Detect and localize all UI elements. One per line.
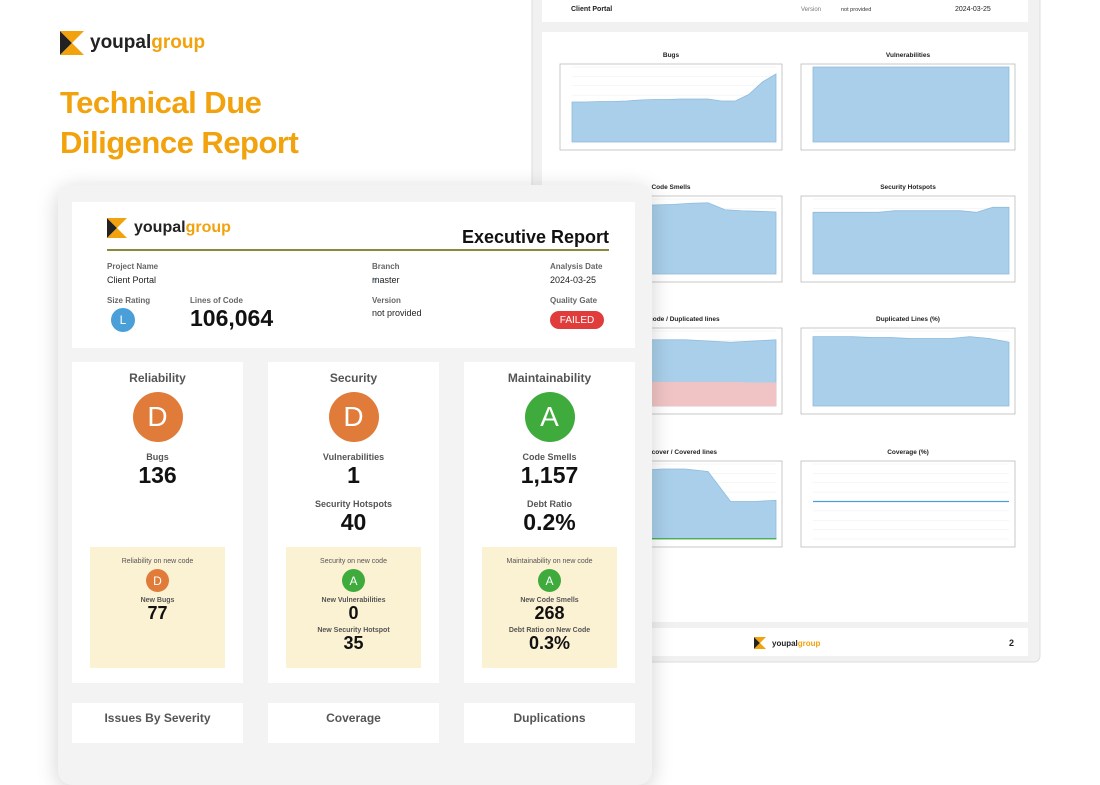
field-label: Quality Gate xyxy=(550,296,598,305)
card-title: Security xyxy=(329,371,378,385)
brand-logo: youpal group xyxy=(60,31,205,55)
metric-label: Code Smells xyxy=(522,452,577,462)
field-label: Size Rating xyxy=(107,296,151,305)
lower-card-title: Duplications xyxy=(513,711,586,725)
logo-icon xyxy=(107,218,127,238)
chart-title: Security Hotspots xyxy=(880,184,936,191)
page-number: 2 xyxy=(1009,638,1014,648)
metric-value: 136 xyxy=(138,462,177,488)
back-version-label: Version xyxy=(801,7,821,13)
chart-area xyxy=(571,73,777,143)
brand-part2: group xyxy=(151,32,206,53)
chart-area xyxy=(812,206,1010,275)
metric-value: 35 xyxy=(343,633,364,653)
rating: D xyxy=(146,569,169,592)
metric-value: 268 xyxy=(534,603,565,623)
rating: D xyxy=(328,392,379,442)
brand-part1: youpal xyxy=(90,32,152,53)
field-label: Lines of Code xyxy=(190,296,243,305)
metric-value: 40 xyxy=(340,509,367,535)
lower-card: Issues By Severity xyxy=(72,703,243,743)
lines-of-code: 106,064 xyxy=(190,305,274,331)
field-label: Branch xyxy=(372,262,400,271)
lower-card-title: Coverage xyxy=(326,711,381,725)
field-value: not provided xyxy=(372,308,422,318)
field-value: 2024-03-25 xyxy=(550,275,597,285)
field-label: Version xyxy=(372,296,401,305)
quality-gate: FAILED xyxy=(550,311,604,329)
metric-value: 0.3% xyxy=(528,633,571,653)
brand-part1: youpal xyxy=(134,219,186,236)
chart-area xyxy=(812,66,1010,143)
header-rule xyxy=(107,249,609,251)
new-code-box: Reliability on new code D New Bugs 77 xyxy=(90,547,225,668)
new-code-box: Maintainability on new code A New Code Sme… xyxy=(482,547,617,668)
new-code-box: Security on new code A New Vulnerabilities… xyxy=(286,547,421,668)
new-code-title: Maintainability on new code xyxy=(506,558,593,565)
lower-card-title: Issues By Severity xyxy=(104,711,211,725)
metric-label: New Vulnerabilities xyxy=(321,597,386,604)
chart-title: Code Smells xyxy=(651,184,690,191)
field-value: Client Portal xyxy=(107,275,157,285)
field-value: master xyxy=(372,275,400,285)
report-logo: youpal group xyxy=(107,218,231,238)
field-label: Analysis Date xyxy=(550,262,603,271)
branch-icon: ⑂ xyxy=(372,275,378,285)
metric-label: New Bugs xyxy=(140,597,175,604)
footer-brand: youpalgroup xyxy=(772,639,821,648)
card-title: Reliability xyxy=(129,371,186,385)
metric-value: 77 xyxy=(147,603,168,623)
metric-card: Reliability D Bugs 136 Reliability on new co… xyxy=(72,362,243,683)
back-footer-logo: youpalgroup xyxy=(754,637,821,649)
chart-title: Duplicated Lines (%) xyxy=(876,316,940,323)
back-header xyxy=(542,0,1028,22)
chart-title: Lines to cover / Covered lines xyxy=(625,449,717,456)
back-version: not provided xyxy=(841,7,871,13)
metric-label: Debt Ratio xyxy=(527,499,572,509)
metric-value: 0 xyxy=(348,603,359,623)
report-header xyxy=(72,202,635,348)
chart-title: Coverage (%) xyxy=(887,449,929,456)
metric-label: New Code Smells xyxy=(520,597,579,604)
brand-part1: youpal xyxy=(772,639,798,648)
chart-title: Lines of code / Duplicated lines xyxy=(622,316,720,323)
metric-label: Security Hotspots xyxy=(314,499,392,509)
rating: A xyxy=(538,569,561,592)
field-label: Project Name xyxy=(107,262,159,271)
rating: A xyxy=(342,569,365,592)
metric-value: 1,157 xyxy=(520,462,579,488)
lower-card: Duplications xyxy=(464,703,635,743)
chart-title: Vulnerabilities xyxy=(886,52,931,59)
metric-label: New Security Hotspot xyxy=(317,627,390,634)
lower-card: Coverage xyxy=(268,703,439,743)
back-project: Client Portal xyxy=(571,6,612,13)
metric-card: Maintainability A Code Smells 1,157 Debt Rat… xyxy=(464,362,635,683)
metric-value: 1 xyxy=(347,462,360,488)
brand-part2: group xyxy=(185,219,231,236)
rating: D xyxy=(132,392,183,442)
back-date: 2024-03-25 xyxy=(955,6,991,13)
new-code-title: Reliability on new code xyxy=(121,558,194,565)
metric-card: Security D Vulnerabilities 1 Security Hotspo… xyxy=(268,362,439,683)
chart-area xyxy=(812,336,1010,407)
report-title: Executive Report xyxy=(461,227,609,247)
card-title: Maintainability xyxy=(507,371,592,385)
chart-frame xyxy=(800,460,1016,548)
logo-icon xyxy=(60,31,84,55)
metric-label: Bugs xyxy=(146,452,169,462)
metric-value: 0.2% xyxy=(523,509,576,535)
page: Client Portal Version not provided 2024-… xyxy=(58,0,1041,785)
metric-label: Vulnerabilities xyxy=(322,452,385,462)
size-rating: L xyxy=(111,308,135,332)
rating: A xyxy=(524,392,575,442)
metric-label: Debt Ratio on New Code xyxy=(508,627,591,634)
brand-part2: group xyxy=(798,639,821,648)
new-code-title: Security on new code xyxy=(320,558,387,565)
chart-title: Bugs xyxy=(663,52,680,59)
headline: Technical Due Diligence Report xyxy=(60,85,299,160)
